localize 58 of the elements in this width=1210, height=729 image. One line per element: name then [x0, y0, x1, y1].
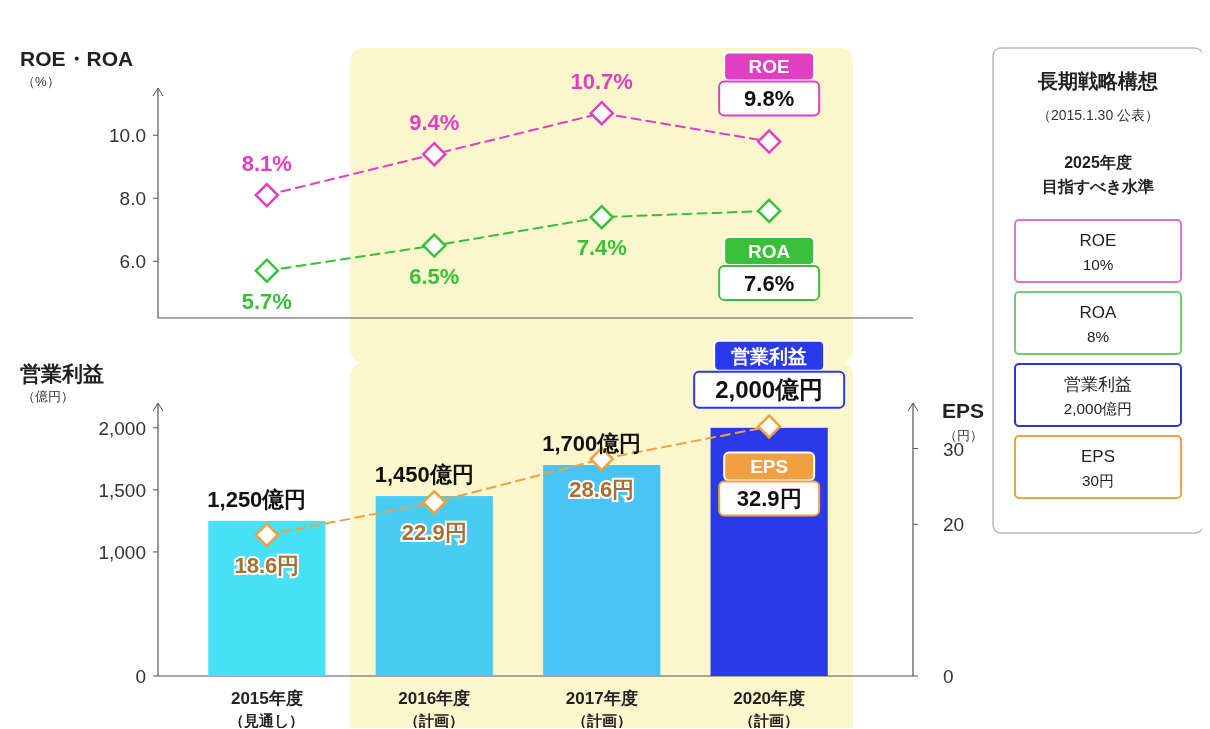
- series-label: ROA: [748, 240, 791, 262]
- text: ROE 10%: [1079, 231, 1117, 273]
- data-label: 8.1%: [241, 151, 292, 177]
- data-label: 2,000億円: [715, 376, 824, 404]
- data-label: 7.4%: [576, 235, 627, 261]
- text: ROA 8%: [1079, 303, 1118, 345]
- y-tick-label: 1,500: [98, 479, 146, 501]
- point: [422, 233, 447, 258]
- y-tick-label: 6.0: [119, 251, 146, 273]
- point: [589, 100, 614, 126]
- data-label: 1,450億円: [374, 462, 474, 488]
- y-tick-label: 1,000: [98, 541, 146, 563]
- y2-tick-label: 0: [943, 666, 954, 687]
- y-axis-title: ROE・ROA（%）: [20, 47, 134, 89]
- data-label: 28.6円: [569, 477, 635, 503]
- y-tick-label: 0: [135, 666, 146, 687]
- series-label: EPS: [750, 456, 789, 478]
- point: [756, 129, 782, 154]
- y-tick-label: 2,000: [98, 417, 146, 439]
- point: [254, 258, 280, 283]
- text: 営業利益2,000億円: [1063, 375, 1133, 417]
- data-label: 6.5%: [409, 263, 460, 289]
- x-tick-label: 2017年度（計画）: [565, 689, 638, 729]
- bar: [375, 496, 493, 676]
- text: 2025年度: [1064, 153, 1132, 171]
- data-label: 7.6%: [744, 270, 795, 296]
- y-tick-label: 8.0: [119, 188, 146, 210]
- x-tick-label: 2016年度（計画）: [398, 689, 471, 729]
- point: [422, 490, 447, 515]
- point: [756, 414, 782, 439]
- data-label: 22.9円: [401, 520, 467, 546]
- point: [254, 182, 280, 208]
- point: [756, 198, 782, 224]
- data-label: 1,700億円: [542, 431, 642, 457]
- x-tick-label: 2020年度（計画）: [733, 689, 806, 729]
- text: 目指すべき水準: [1042, 178, 1154, 196]
- text: 長期戦略構想: [1037, 70, 1158, 92]
- point: [589, 204, 614, 230]
- y2-axis-title: EPS（円）: [941, 399, 985, 443]
- data-label: 9.4%: [409, 110, 460, 136]
- text: EPS 30円: [1080, 447, 1116, 489]
- data-label: 32.9円: [736, 486, 802, 512]
- data-label: 18.6円: [234, 552, 300, 578]
- bar: [543, 465, 661, 676]
- data-label: 5.7%: [241, 288, 292, 314]
- text: （2015.1.30 公表）: [1036, 107, 1160, 123]
- data-label: 9.8%: [744, 86, 795, 112]
- data-label: 1,250億円: [207, 486, 307, 512]
- y-tick-label: 10.0: [109, 125, 146, 147]
- bar: [208, 520, 326, 676]
- text: ROE: [748, 56, 790, 78]
- y-axis-title: 営業利益（億円）: [20, 362, 104, 404]
- text: 営業利益: [731, 345, 808, 367]
- point: [254, 522, 280, 548]
- data-label: 10.7%: [570, 69, 633, 95]
- point: [422, 141, 447, 167]
- x-tick-label: 2015年度（見通し）: [229, 689, 305, 729]
- y2-tick-label: 20: [943, 514, 965, 536]
